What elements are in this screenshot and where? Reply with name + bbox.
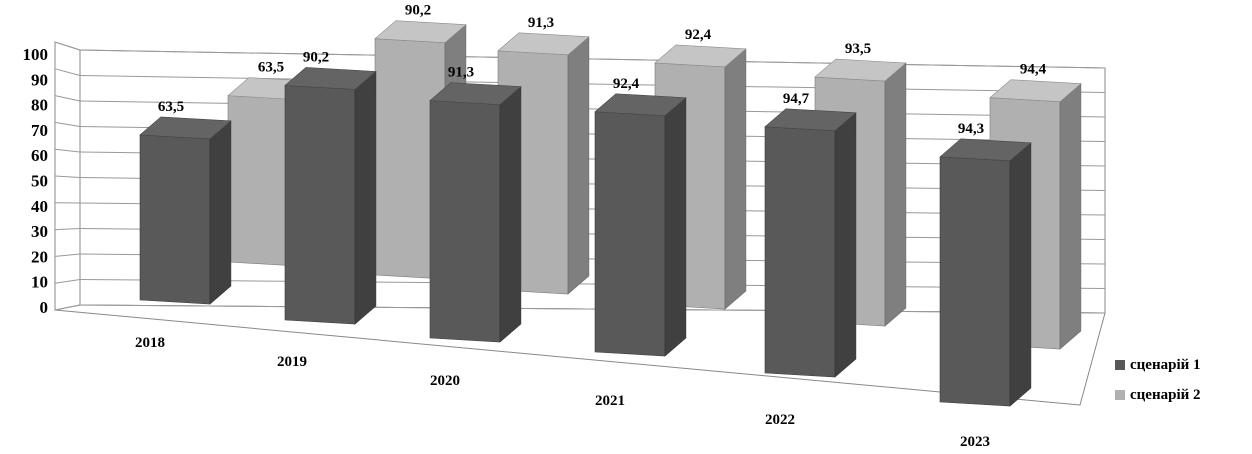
legend: сценарій 1 сценарій 2 — [1115, 357, 1201, 403]
x-category-label: 2020 — [430, 373, 460, 389]
legend-item: сценарій 2 — [1115, 387, 1201, 403]
gridline-side — [54, 41, 81, 51]
gridline — [79, 304, 1106, 314]
gridline-side — [54, 68, 81, 76]
bar-series-1: 90,2 — [284, 49, 377, 325]
gridline-side — [54, 95, 81, 102]
gridline-side — [54, 148, 81, 153]
data-label: 91,3 — [448, 65, 474, 81]
y-tick-label: 30 — [31, 222, 48, 241]
data-label: 94,3 — [958, 121, 984, 137]
legend-label: сценарій 1 — [1130, 357, 1201, 373]
x-category-label: 2021 — [595, 393, 625, 409]
gridline-side — [54, 228, 81, 231]
data-label: 94,7 — [783, 91, 810, 107]
legend-label: сценарій 2 — [1130, 387, 1201, 403]
gridline-side — [54, 253, 81, 257]
y-tick-label: 70 — [31, 121, 48, 140]
data-label: 91,3 — [528, 15, 554, 31]
gridline-side — [54, 304, 81, 311]
gridline — [79, 49, 1106, 69]
gridline — [79, 279, 1106, 289]
x-category-label: 2023 — [960, 434, 990, 450]
data-label: 94,4 — [1020, 62, 1047, 78]
gridline-side — [54, 175, 81, 178]
bar-series-1: 94,3 — [939, 121, 1032, 407]
y-tick-label: 0 — [40, 298, 49, 317]
legend-swatch — [1115, 390, 1125, 400]
legend-item: сценарій 1 — [1115, 357, 1201, 373]
legend-swatch — [1115, 360, 1125, 370]
x-axis-categories: 2018 2019 2020 2021 2022 2023 — [135, 335, 990, 450]
data-label: 93,5 — [845, 41, 871, 57]
y-tick-label: 80 — [31, 96, 48, 115]
data-label: 63,5 — [258, 60, 284, 76]
data-label: 90,2 — [405, 3, 431, 19]
y-axis-ticks: 0 10 20 30 40 50 60 70 80 90 100 — [23, 45, 49, 317]
bars: 63,5 90,2 91,3 92,4 93,5 94,4 63,5 90,2 91,3 92,4… — [139, 3, 1082, 407]
bar-series-1: 92,4 — [594, 76, 687, 357]
x-category-label: 2018 — [135, 335, 165, 351]
y-tick-label: 40 — [31, 197, 48, 216]
y-tick-label: 50 — [31, 172, 48, 191]
bar-series-1: 94,7 — [764, 91, 857, 378]
gridline-side — [54, 279, 81, 284]
gridline-side — [54, 121, 81, 127]
y-tick-label: 60 — [31, 146, 48, 165]
data-label: 92,4 — [613, 76, 640, 92]
data-label: 63,5 — [158, 99, 184, 115]
y-tick-label: 20 — [31, 247, 48, 266]
bar-series-1: 63,5 — [139, 99, 232, 305]
data-label: 92,4 — [685, 27, 712, 43]
y-tick-label: 100 — [23, 45, 49, 64]
y-tick-label: 10 — [31, 273, 48, 292]
data-label: 90,2 — [303, 49, 329, 65]
x-category-label: 2022 — [765, 412, 795, 428]
y-tick-label: 90 — [31, 70, 48, 89]
bar-series-1: 91,3 — [429, 65, 522, 343]
x-category-label: 2019 — [277, 354, 307, 370]
